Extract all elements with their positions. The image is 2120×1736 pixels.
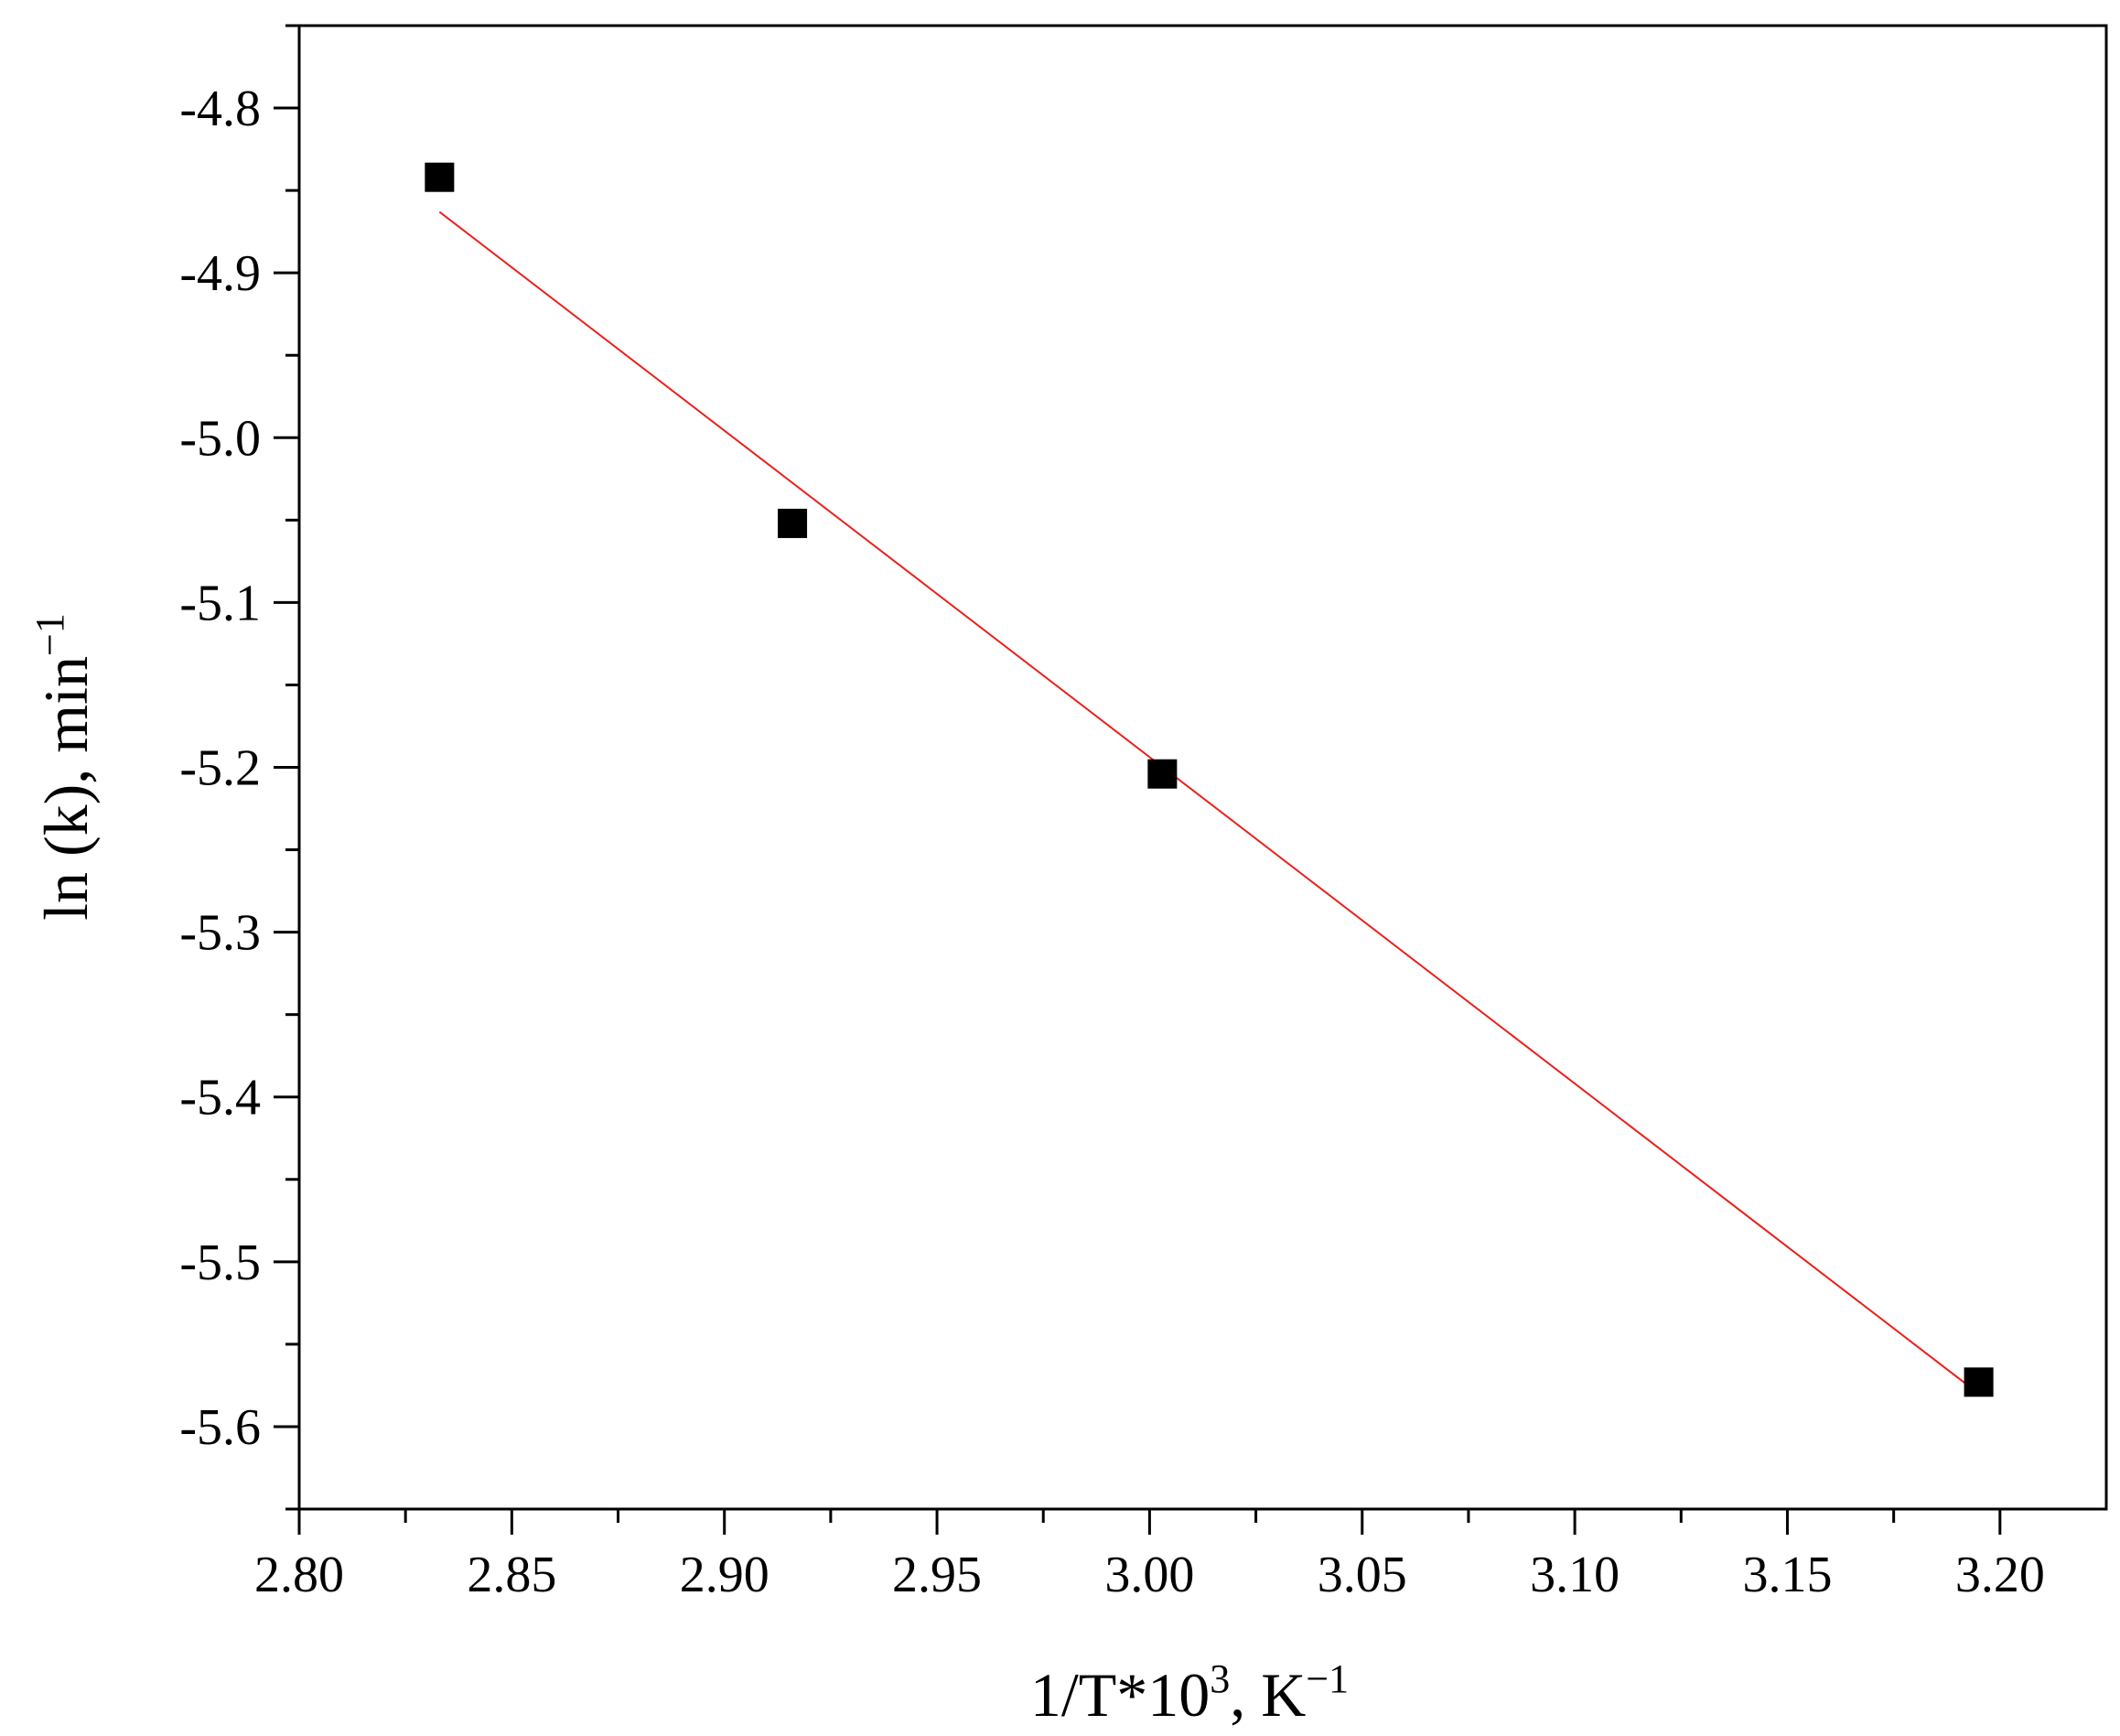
data-point: [778, 508, 808, 538]
data-point: [425, 162, 455, 192]
y-axis-ticks: [274, 24, 299, 1511]
x-axis-ticks: [297, 1509, 2002, 1535]
fit-line: [438, 210, 1980, 1395]
data-points: [425, 162, 1994, 1397]
y-tick-label: -5.0: [179, 410, 261, 467]
plot-frame: [297, 24, 2108, 1511]
x-axis-tick-labels: 2.80 2.85 2.90 2.95 3.00 3.05 3.10 3.15 3.20: [254, 1547, 2045, 1603]
x-tick-label: 3.15: [1742, 1547, 1832, 1603]
y-tick-label: -4.8: [179, 81, 261, 137]
data-point: [1147, 759, 1178, 789]
y-tick-label: -4.9: [179, 245, 261, 302]
x-axis-title: 1/T*103, K−1: [1030, 1656, 1349, 1730]
y-tick-label: -5.3: [179, 905, 261, 962]
x-tick-label: 2.85: [467, 1547, 556, 1603]
fit-lines: [438, 210, 1980, 1395]
x-tick-label: 2.95: [892, 1547, 982, 1603]
x-tick-label: 2.80: [254, 1547, 344, 1603]
y-axis-tick-labels: -4.8 -4.9 -5.0 -5.1 -5.2 -5.3 -5.4 -5.5 -5.6: [179, 81, 261, 1456]
x-tick-label: 3.05: [1318, 1547, 1407, 1603]
x-tick-label: 2.90: [680, 1547, 769, 1603]
y-tick-label: -5.1: [179, 575, 261, 631]
y-tick-label: -5.5: [179, 1235, 261, 1291]
x-tick-label: 3.10: [1530, 1547, 1620, 1603]
y-tick-label: -5.2: [179, 740, 261, 797]
x-tick-label: 3.20: [1955, 1547, 2045, 1603]
y-tick-label: -5.6: [179, 1399, 261, 1456]
data-point: [1964, 1367, 1994, 1397]
y-axis-title: ln (k), min−1: [27, 613, 101, 921]
y-tick-label: -5.4: [179, 1070, 261, 1127]
x-tick-label: 3.00: [1104, 1547, 1194, 1603]
